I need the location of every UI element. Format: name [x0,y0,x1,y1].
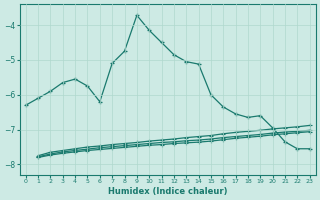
X-axis label: Humidex (Indice chaleur): Humidex (Indice chaleur) [108,187,228,196]
